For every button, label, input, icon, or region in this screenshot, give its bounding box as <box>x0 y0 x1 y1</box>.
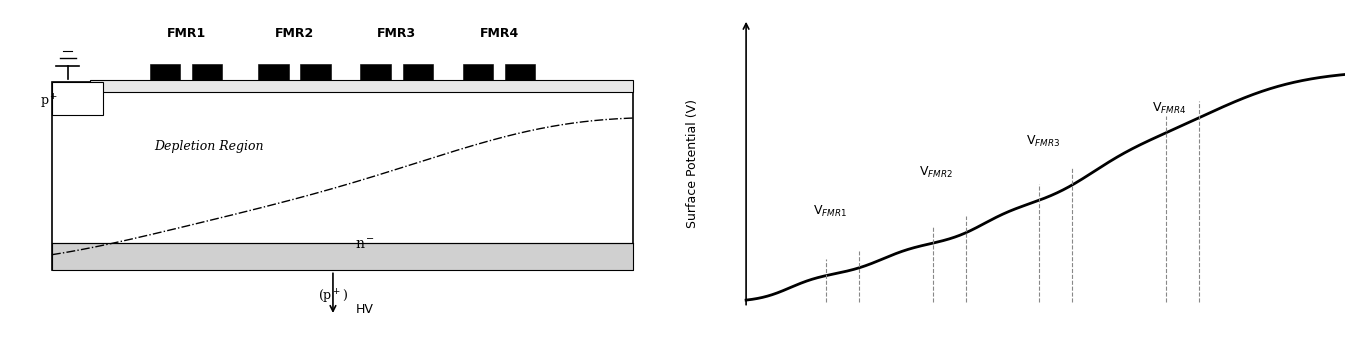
Text: n$^-$: n$^-$ <box>355 238 375 251</box>
Text: FMR2: FMR2 <box>275 27 314 40</box>
FancyBboxPatch shape <box>90 80 633 92</box>
Text: FMR1: FMR1 <box>166 27 205 40</box>
Text: Surface Potential (V): Surface Potential (V) <box>686 99 700 228</box>
Bar <box>504 64 535 80</box>
FancyBboxPatch shape <box>52 82 633 270</box>
Text: Depletion Region: Depletion Region <box>154 140 264 154</box>
Text: p$^+$: p$^+$ <box>39 92 58 111</box>
Bar <box>360 64 391 80</box>
Text: (p$^+$): (p$^+$) <box>318 287 348 306</box>
FancyBboxPatch shape <box>52 243 633 270</box>
Text: V$_{FMR1}$: V$_{FMR1}$ <box>813 204 847 219</box>
Bar <box>192 64 223 80</box>
Bar <box>258 64 289 80</box>
Text: FMR4: FMR4 <box>480 27 519 40</box>
FancyBboxPatch shape <box>52 82 103 114</box>
Text: V$_{FMR2}$: V$_{FMR2}$ <box>919 165 953 180</box>
Text: FMR3: FMR3 <box>378 27 416 40</box>
Bar <box>402 64 434 80</box>
Text: V$_{FMR4}$: V$_{FMR4}$ <box>1152 101 1186 116</box>
Bar <box>149 64 181 80</box>
Bar <box>462 64 493 80</box>
Text: HV: HV <box>355 303 374 316</box>
Text: V$_{FMR3}$: V$_{FMR3}$ <box>1026 134 1060 149</box>
Bar <box>300 64 332 80</box>
